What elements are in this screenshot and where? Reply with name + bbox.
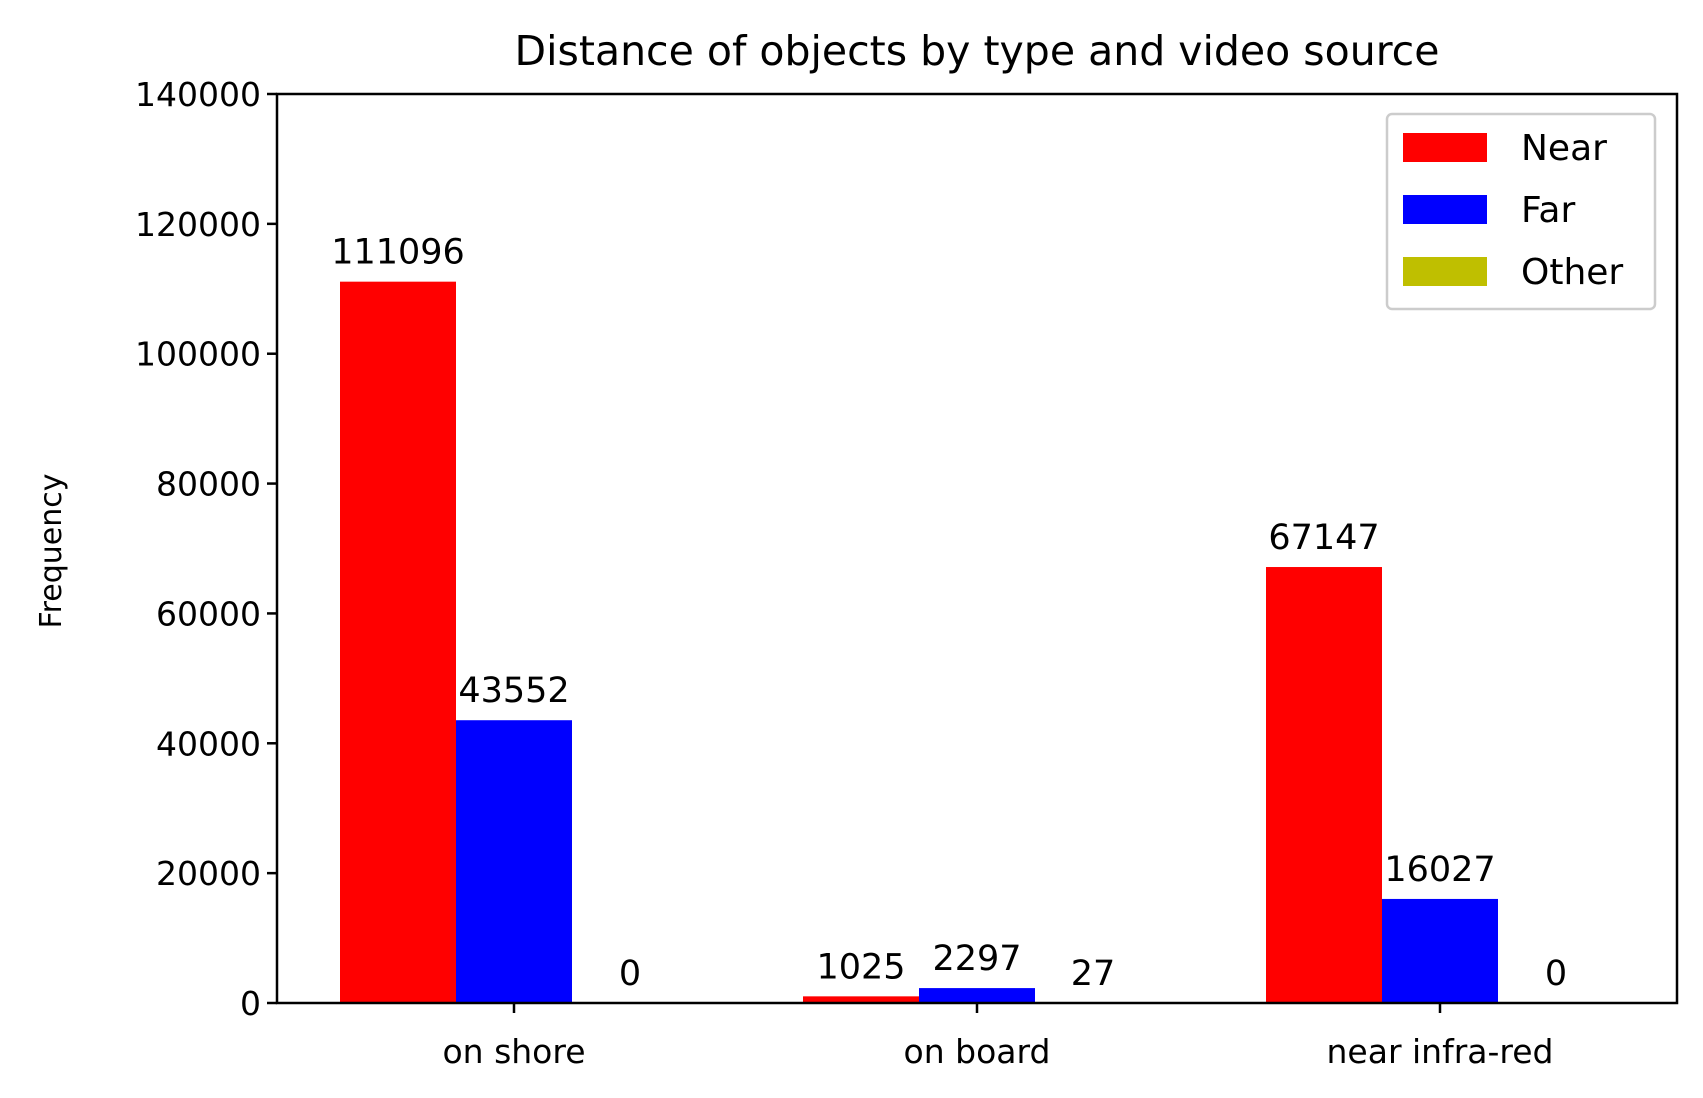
y-tick-label: 0 [240,984,261,1023]
data-label-near-0: 111096 [331,233,465,273]
data-label-far-0: 43552 [458,671,569,711]
bar-near-2 [1266,567,1382,1003]
bar-near-0 [340,281,456,1003]
y-tick-label: 100000 [135,335,261,374]
chart-title: Distance of objects by type and video so… [515,27,1440,75]
bar-far-2 [1382,898,1498,1003]
data-label-other-2: 0 [1545,954,1567,994]
y-tick-label: 40000 [156,724,261,763]
data-label-other-0: 0 [619,954,641,994]
legend-label-other: Other [1521,252,1623,293]
data-label-far-2: 16027 [1384,850,1495,890]
legend-swatch-far [1403,195,1487,224]
data-labels-layer: 111096 1025 67147 43552 2297 16027 0 27 0 [331,233,1567,994]
bar-far-1 [919,988,1035,1003]
y-tick-label: 140000 [135,75,261,114]
data-label-far-1: 2297 [932,939,1021,979]
legend-swatch-near [1403,133,1487,162]
data-label-near-2: 67147 [1268,518,1379,558]
y-tick-label: 80000 [156,465,261,504]
legend-swatch-other [1403,257,1487,286]
bars-layer [340,281,1498,1003]
legend-label-near: Near [1521,128,1607,169]
bar-near-1 [803,996,919,1003]
y-tick-label: 20000 [156,854,261,893]
data-label-near-1: 1025 [816,947,905,987]
y-tick-label: 60000 [156,594,261,633]
data-label-other-1: 27 [1071,954,1116,994]
x-tick-label: on board [904,1032,1051,1071]
x-tick-label: on shore [442,1032,585,1071]
legend-label-far: Far [1521,190,1575,231]
axes-layer: 0 20000 40000 60000 80000 100000 120000 140000 o… [135,75,1679,1071]
y-axis-label: Frequency [34,474,69,629]
legend: Near Far Other [1385,112,1657,311]
bar-far-0 [456,720,572,1003]
y-tick-label: 120000 [135,205,261,244]
x-tick-label: near infra-red [1327,1032,1554,1071]
